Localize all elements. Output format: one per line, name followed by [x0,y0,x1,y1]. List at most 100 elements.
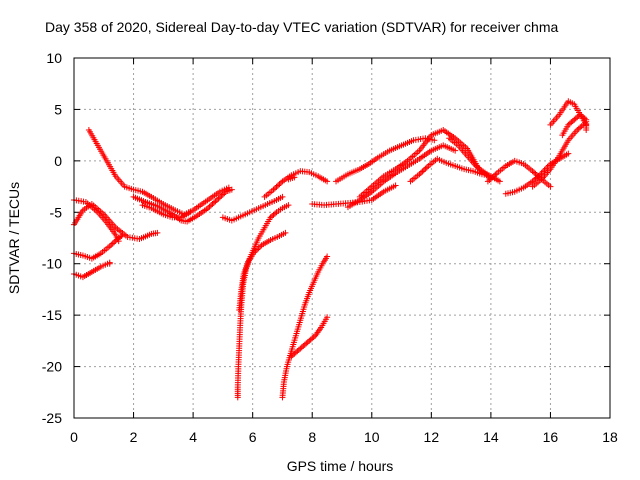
y-tick-label: -5 [50,204,63,220]
series-arc-3 [71,259,113,281]
data-point [487,175,494,182]
y-tick-label: 0 [54,153,62,169]
data-point [419,168,426,175]
data-point [537,171,544,178]
y-tick-label: -25 [42,410,62,426]
data-point [251,249,258,256]
data-point [531,169,538,176]
x-tick-label: 10 [364,429,380,445]
data-point [568,119,575,126]
data-point [452,147,459,154]
data-point [580,114,587,121]
series-arc-13 [288,314,331,360]
y-tick-label: -20 [42,359,62,375]
data-point [301,341,308,348]
chart-title: Day 358 of 2020, Sidereal Day-to-day VTE… [45,19,558,35]
data-point [532,175,539,182]
data-point [422,165,429,172]
data-point [547,183,554,190]
data-point [583,127,590,133]
series-arc-17 [344,142,459,211]
data-point [577,124,584,131]
data-point [276,181,283,188]
data-point [215,195,222,202]
data-point [489,174,496,181]
data-point [309,335,316,342]
data-point [572,115,579,122]
data-point [118,232,125,239]
data-point [306,337,313,344]
data-point [298,344,305,351]
data-point [304,339,311,346]
x-tick-label: 14 [483,429,499,445]
data-point [279,193,286,200]
data-point [269,213,276,220]
data-point [392,182,399,189]
data-point [277,179,284,186]
y-axis-label: SDTVAR / TECUs [6,182,22,294]
data-point [108,241,115,248]
data-point [218,192,225,199]
data-point [106,243,113,250]
data-point [565,121,572,128]
data-point [574,114,581,121]
data-point [209,201,216,208]
data-point [423,164,430,171]
data-point [294,348,301,355]
data-point [535,172,542,179]
data-point [565,150,572,157]
data-point [534,174,541,181]
data-point [324,253,331,260]
x-axis-label: GPS time / hours [287,458,394,474]
data-point [420,167,427,174]
data-point [267,214,274,221]
data-point [574,127,581,133]
data-point [291,350,298,357]
data-point [292,349,299,356]
data-point [484,178,491,185]
y-tick-label: 10 [46,50,62,66]
data-point [111,239,118,246]
data-point [270,211,277,218]
data-point [492,171,499,178]
series-arc-23 [529,121,587,190]
data-point [272,210,278,217]
y-tick-label: -10 [42,256,62,272]
series-arc-25 [559,111,590,139]
data-point [581,115,588,122]
data-layer [71,98,590,401]
data-point [221,190,228,197]
x-tick-label: 16 [543,429,559,445]
data-point [416,171,423,178]
data-point [531,177,538,184]
series-arc-5 [85,127,232,218]
series-arc-10 [236,229,289,313]
data-point [577,111,584,118]
data-point [417,169,424,176]
data-point [228,186,235,193]
data-point [289,352,296,358]
data-point [109,240,116,247]
x-tick-label: 6 [249,429,257,445]
data-point [285,202,292,209]
x-tick-label: 18 [602,429,618,445]
data-point [575,125,582,132]
data-point [206,203,213,210]
data-point [115,238,122,245]
data-point [106,260,113,267]
x-tick-label: 4 [189,429,197,445]
data-point [496,178,503,185]
series-arc-1 [71,201,161,243]
data-point [324,178,331,185]
data-point [213,196,220,203]
data-point [295,346,302,353]
data-point [324,314,331,321]
x-tick-label: 12 [424,429,440,445]
grid-layer [74,58,610,418]
series-arc-9 [234,202,292,401]
data-point [212,198,219,205]
data-point [300,343,307,349]
data-point [205,205,211,212]
data-point [270,186,277,193]
